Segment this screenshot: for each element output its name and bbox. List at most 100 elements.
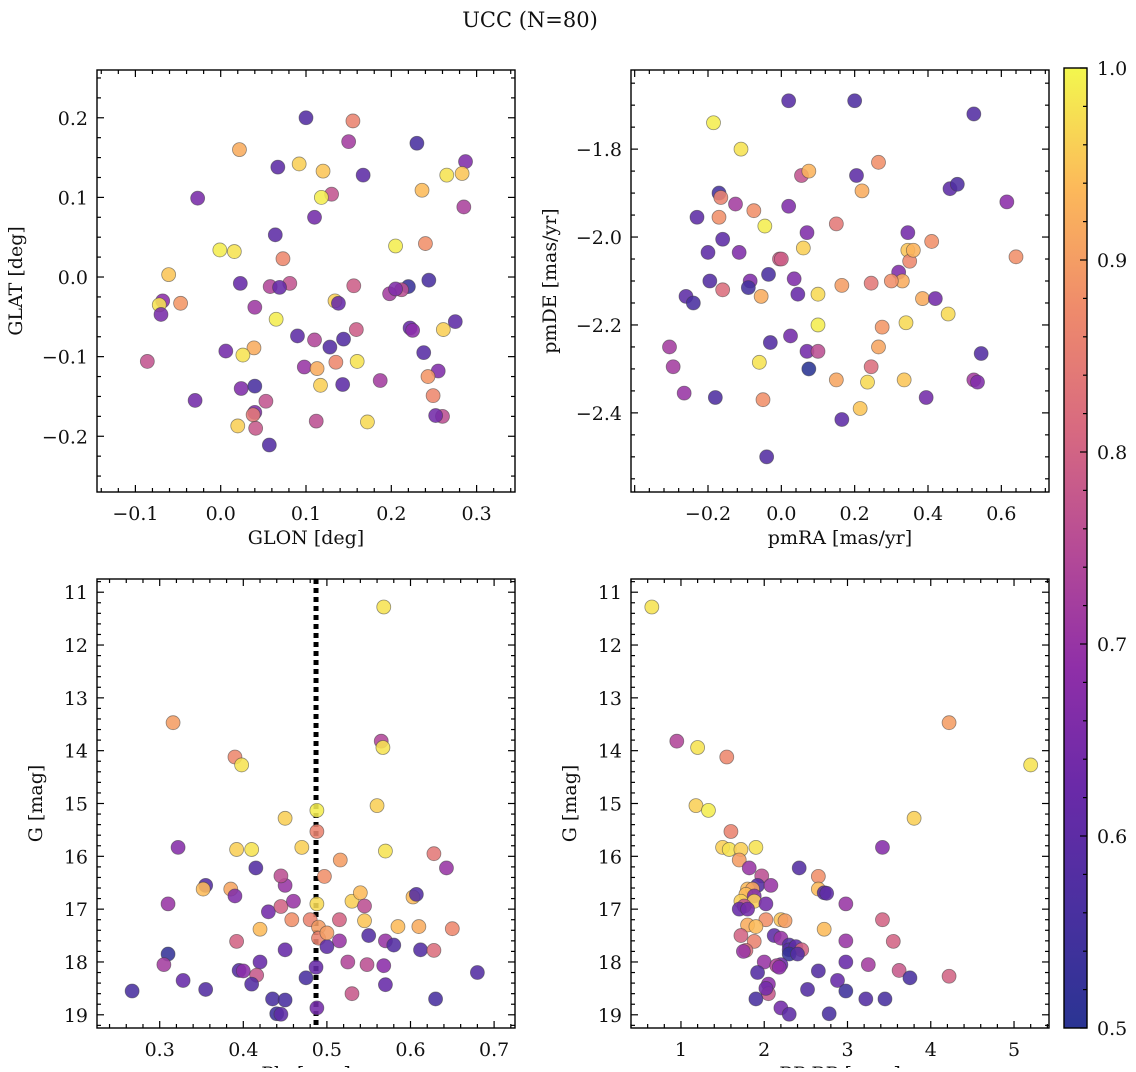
scatter-point [233, 381, 249, 396]
scatter-point [999, 194, 1015, 210]
scatter-point [748, 991, 764, 1007]
scatter-point [665, 359, 681, 375]
panel-glon-glat: −0.1 0.0 0.1 0.2 0.3 −0.2 −0.1 0.0 0.1 0.2 GLON [d… [5, 69, 516, 549]
scatter-point [378, 977, 393, 993]
scatter-point [328, 354, 344, 370]
scatter-point [248, 860, 264, 876]
colorbar-gradient [1063, 67, 1088, 1029]
scatter-point [226, 244, 242, 259]
scatter-point [662, 339, 677, 355]
x-tick-label: 1 [675, 1039, 687, 1061]
scatter-point [298, 110, 314, 126]
scatter-point [828, 372, 844, 388]
axes-frame [96, 578, 516, 1029]
x-tick-label: 0.3 [462, 503, 492, 525]
scatter-point [781, 93, 797, 109]
scatter-point [830, 973, 845, 988]
scatter-point [940, 306, 956, 322]
scatter-point [863, 359, 879, 375]
scatter-point [153, 307, 169, 322]
scatter-point [821, 1006, 837, 1022]
scatter-point [439, 860, 454, 876]
scatter-point [685, 295, 701, 311]
y-tick-label: 11 [598, 582, 622, 604]
scatter-point [272, 279, 287, 295]
scatter-point [340, 954, 356, 970]
x-tick-label: 0.6 [986, 503, 1016, 525]
scatter-point [966, 106, 982, 122]
y-axis-label: G [mag] [25, 765, 47, 843]
scatter-point [235, 347, 251, 363]
scatter-point [265, 991, 280, 1007]
y-axis-label: G [mag] [559, 765, 581, 843]
scatter-point [753, 288, 769, 304]
scatter-point [270, 159, 286, 175]
scatter-point [390, 919, 406, 934]
scatter-point [227, 888, 243, 904]
y-tick-label: 15 [598, 794, 622, 816]
scatter-point [900, 225, 916, 241]
scatter-point [345, 113, 361, 129]
scatter-point [428, 991, 443, 1007]
scatter-point [924, 234, 940, 249]
x-tick-label: 0.5 [312, 1039, 342, 1061]
scatter-point [771, 959, 787, 975]
scatter-point [319, 939, 335, 955]
scatter-point [810, 868, 826, 884]
scatter-point [421, 272, 437, 288]
y-tick-label: 14 [598, 741, 622, 763]
y-axis-label: GLAT [deg] [5, 226, 27, 336]
scatter-point [416, 345, 432, 361]
colorbar-tick-label: 0.6 [1097, 826, 1127, 848]
y-tick-label: 14 [64, 741, 88, 763]
scatter-point [229, 933, 245, 949]
scatter-point [405, 322, 421, 338]
x-tick-label: 0.2 [376, 503, 406, 525]
scatter-point [309, 824, 325, 839]
axis-ticks [97, 70, 515, 492]
scatter-points [124, 599, 485, 1022]
scatter-point [357, 898, 372, 914]
x-tick-label: 0.4 [913, 503, 943, 525]
scatter-point [791, 860, 807, 876]
scatter-point [949, 176, 965, 192]
scatter-point [800, 982, 815, 997]
scatter-point [1023, 757, 1039, 773]
y-tick-label: −1.8 [576, 139, 622, 161]
axis-ticks [631, 70, 1049, 492]
scatter-point [229, 842, 245, 857]
y-tick-label: −2.2 [576, 315, 622, 337]
scatter-point [359, 957, 375, 973]
scatter-point [456, 199, 472, 215]
x-tick-label: −0.1 [112, 503, 158, 525]
scatter-point [838, 954, 854, 970]
scatter-point [790, 946, 805, 962]
y-tick-label: 11 [64, 582, 88, 604]
scatter-point [871, 154, 886, 170]
scatter-point [860, 374, 875, 390]
scatter-point [232, 142, 247, 158]
scatter-point [309, 896, 325, 912]
scatter-point [420, 369, 436, 384]
scatter-point [875, 839, 890, 855]
scatter-point [852, 401, 868, 416]
scatter-point [883, 273, 899, 289]
scatter-point [1008, 249, 1024, 265]
scatter-point [801, 361, 817, 377]
scatter-point [247, 378, 263, 394]
scatter-point [248, 420, 264, 436]
scatter-point [838, 983, 854, 999]
scatter-point [644, 599, 660, 615]
scatter-point [277, 992, 293, 1008]
scatter-point [369, 798, 385, 814]
panel-plx-g: 0.3 0.4 0.5 0.6 0.7 11 12 13 14 15 16 17 18 19 Plx [ma… [25, 578, 516, 1072]
scatter-point [247, 299, 263, 315]
y-tick-label: −2.0 [576, 227, 622, 249]
scatter-point [702, 273, 718, 289]
scatter-point [277, 942, 293, 958]
scatter-point [877, 991, 893, 1007]
scatter-point [801, 163, 817, 179]
axes-frame [96, 69, 516, 493]
scatter-point [690, 740, 706, 755]
scatter-point [378, 843, 393, 859]
